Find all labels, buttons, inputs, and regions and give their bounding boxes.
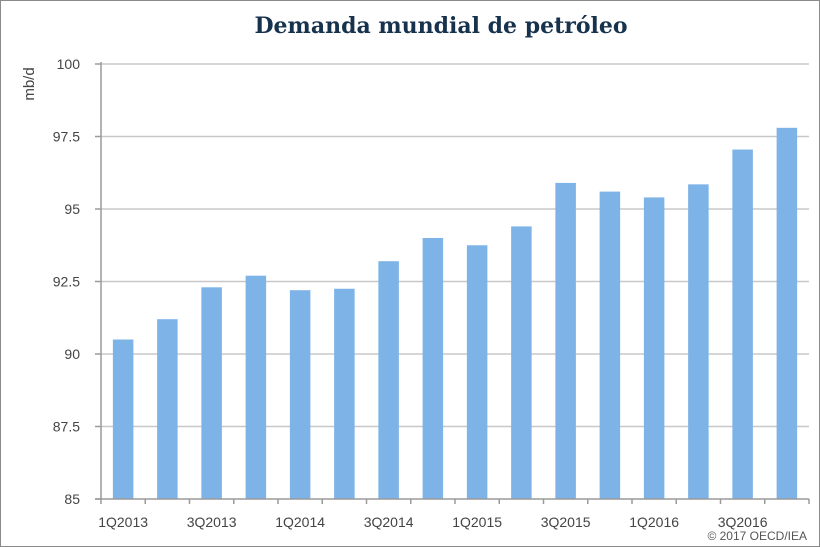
x-tick-label: 1Q2013: [98, 514, 148, 530]
bar-2Q2016: [688, 184, 709, 499]
axes: [95, 62, 810, 504]
bar-3Q2015: [555, 182, 576, 499]
chart-title: Demanda mundial de petróleo: [254, 13, 627, 39]
y-tick-label: 95: [64, 201, 80, 217]
bar-3Q2013: [201, 287, 222, 499]
bar-2Q2015: [511, 226, 532, 499]
x-tick-label: 3Q2015: [541, 514, 591, 530]
bar-4Q2015: [599, 191, 621, 499]
y-tick-label: 90: [64, 346, 80, 362]
bar-1Q2015: [466, 245, 488, 499]
x-tick-label: 1Q2015: [452, 514, 502, 530]
bar-3Q2014: [378, 261, 399, 499]
bar-4Q2014: [422, 238, 444, 499]
x-tick-label: 3Q2014: [364, 514, 414, 530]
y-tick-label: 100: [57, 56, 81, 72]
bar-2Q2014: [334, 288, 355, 499]
bar-3Q2016: [732, 149, 753, 500]
x-tick-label: 1Q2014: [275, 514, 325, 530]
bar-2Q2013: [157, 319, 178, 499]
bars: [112, 127, 798, 500]
x-tick-label: 3Q2016: [718, 514, 768, 530]
bar-1Q2013: [112, 339, 134, 499]
bar-4Q2013: [245, 275, 267, 499]
y-tick-label: 87.5: [53, 419, 80, 435]
bar-1Q2016: [643, 197, 665, 499]
x-tick-labels: 1Q2013 3Q2013 1Q2014 3Q2014 1Q2015 3Q2015 1Q20…: [98, 514, 768, 530]
x-tick-label: 1Q2016: [629, 514, 679, 530]
copyright-text: © 2017 OECD/IEA: [707, 529, 807, 543]
y-tick-labels: 85 87.5 90 92.5 95 97.5 100: [53, 56, 80, 507]
x-tick-label: 3Q2013: [187, 514, 237, 530]
y-tick-label: 92.5: [53, 274, 80, 290]
bar-1Q2014: [289, 290, 311, 499]
y-axis-label: mb/d: [21, 67, 38, 100]
bar-4Q2016: [776, 127, 798, 500]
y-tick-label: 85: [64, 491, 80, 507]
y-tick-label: 97.5: [53, 129, 80, 145]
